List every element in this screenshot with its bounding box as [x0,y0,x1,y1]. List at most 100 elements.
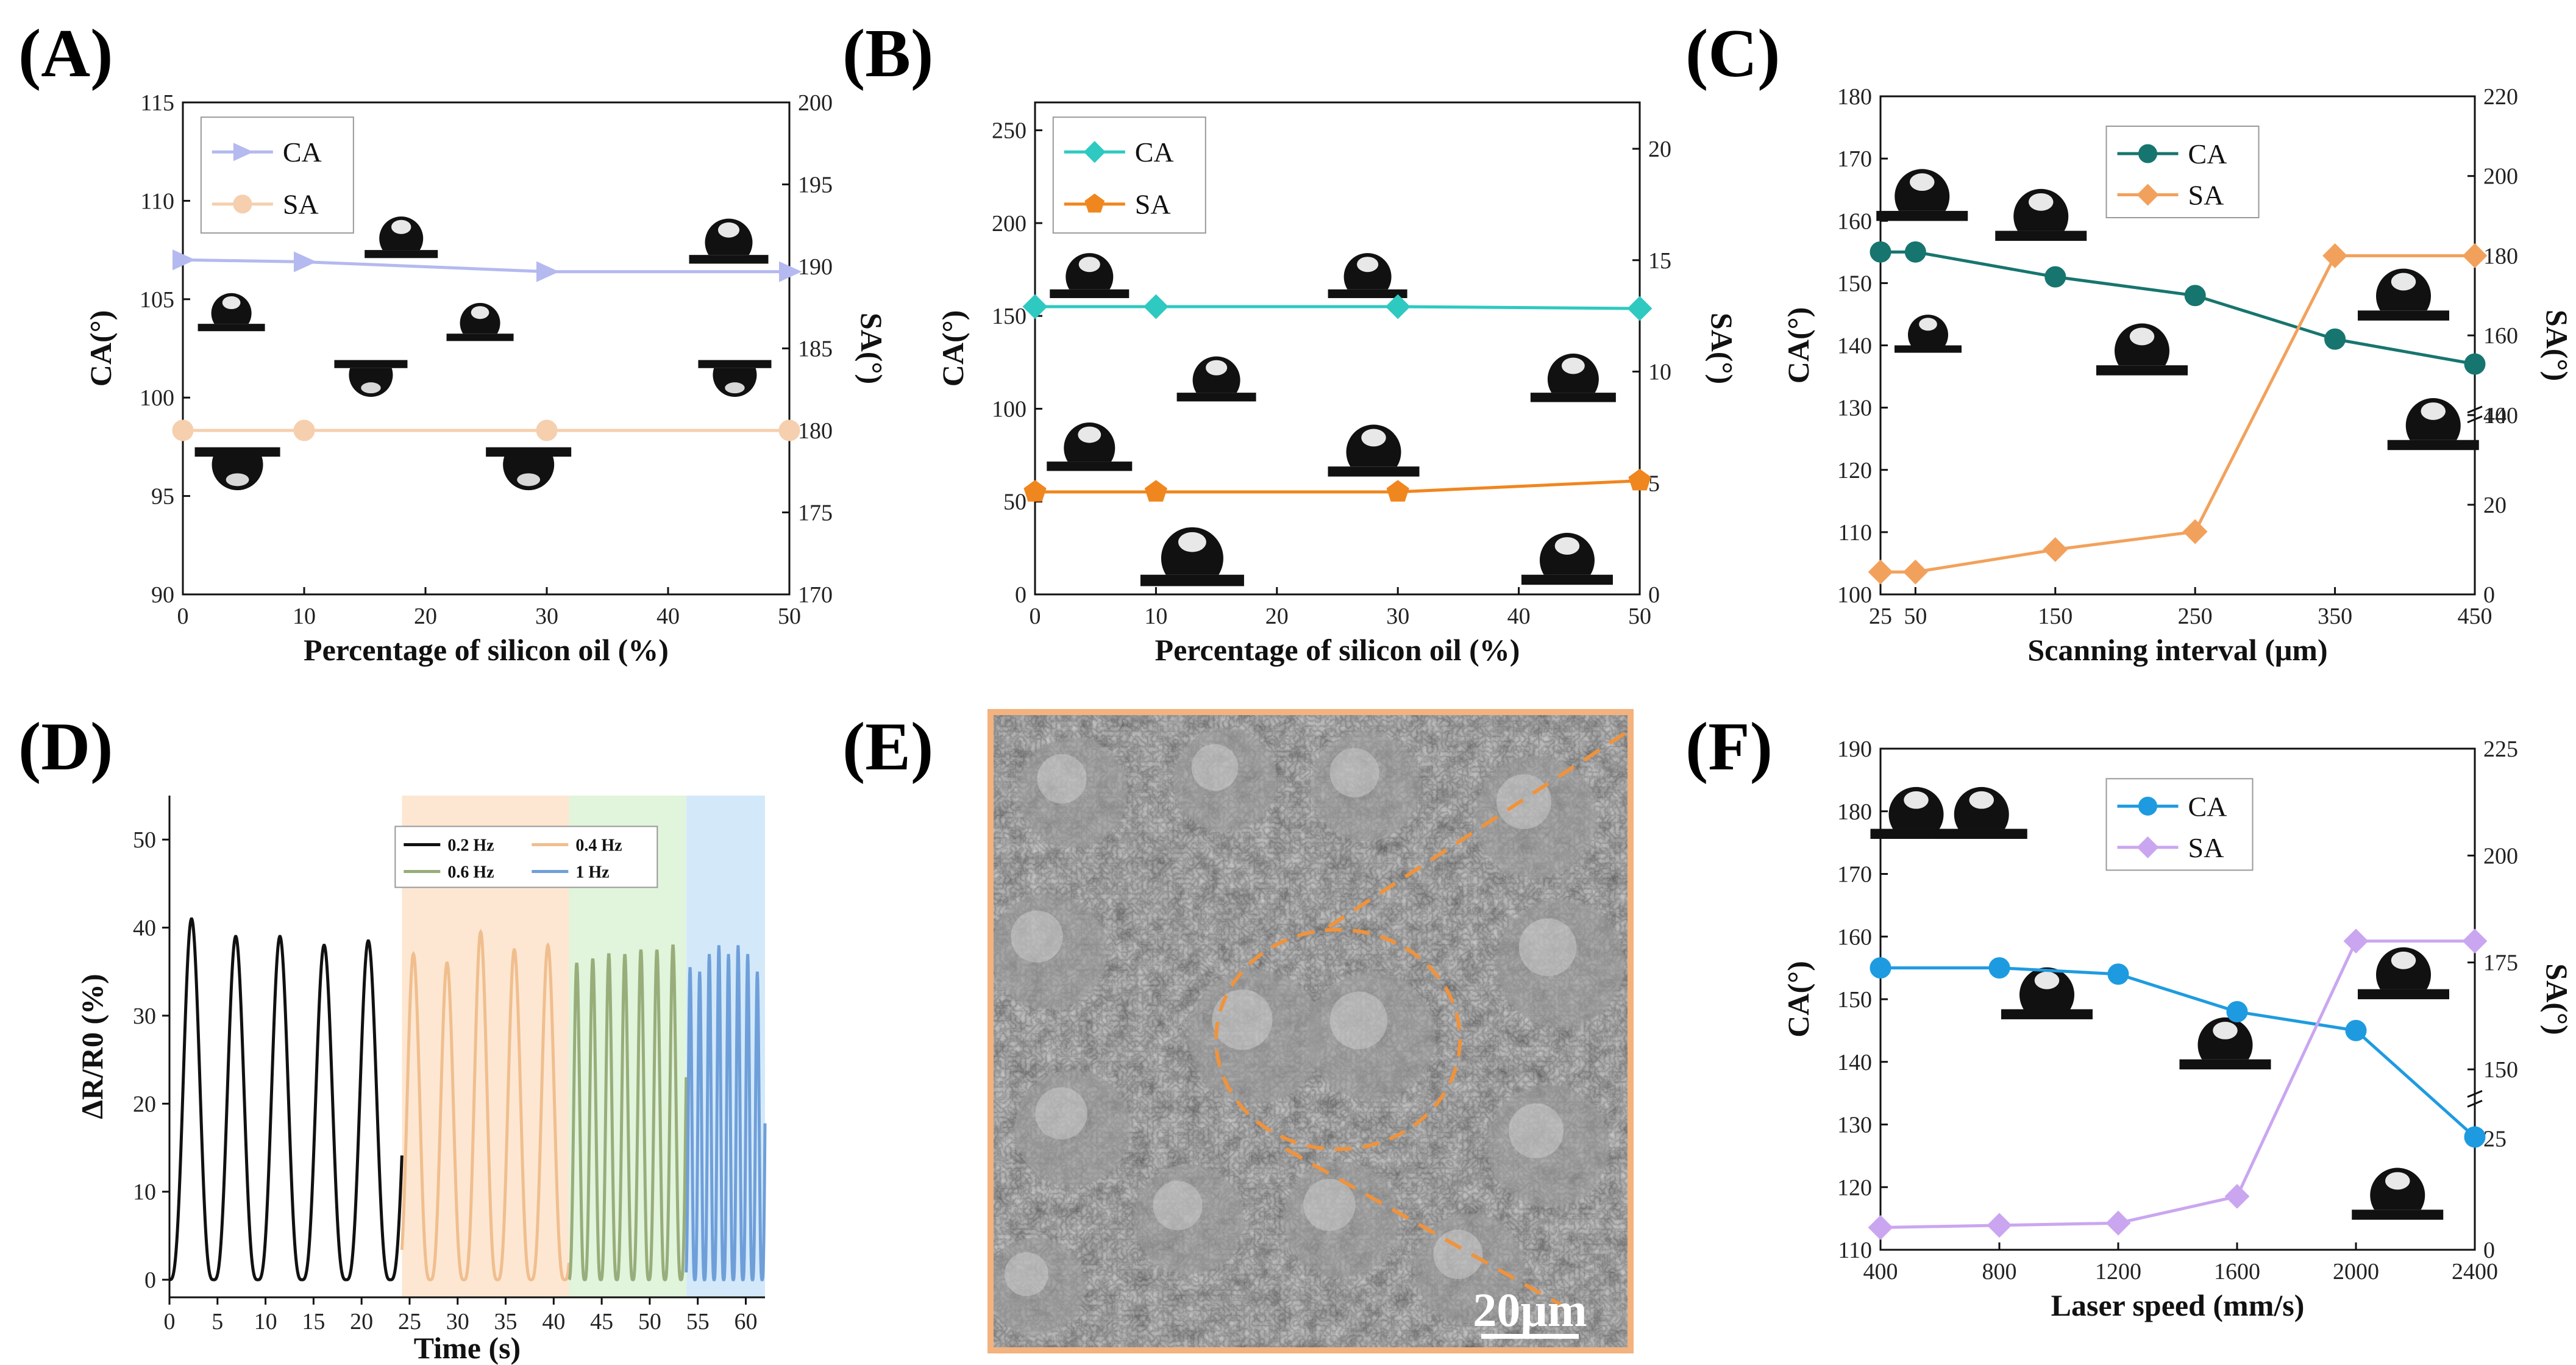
substrate-bar [1895,345,1962,353]
y2-tick-label: 200 [798,90,833,116]
y-tick-label: 180 [1837,84,1872,110]
droplet-icon [1140,527,1244,586]
x-tick-label: 15 [302,1309,325,1335]
data-point-sa [1868,559,1893,585]
legend-entry: SA [2188,180,2224,211]
legend-marker [2137,836,2159,858]
data-point-sa [1023,480,1047,502]
drop-highlight [2129,327,2155,346]
legend-marker [233,194,252,214]
y2-axis-label: SA(°) [855,313,889,384]
drop-highlight [717,222,740,238]
drop-highlight [1904,791,1929,809]
y-tick-label: 115 [140,90,174,116]
droplet-icon [486,447,572,491]
data-point-sa [2224,1184,2250,1209]
particle-cluster [1414,1213,1524,1323]
x-tick-label: 20 [350,1309,373,1335]
drop-highlight [391,219,411,234]
legend: CA SA [200,116,354,234]
data-point-ca [536,261,560,282]
particle-highlight [1005,1252,1048,1296]
drop-highlight [226,473,249,486]
x-tick-label: 10 [254,1309,277,1335]
x-tick-label: 40 [656,604,680,629]
substrate-bar [1995,230,2087,241]
drop-highlight [1969,791,1994,809]
droplet-icon [1328,253,1407,298]
substrate-bar [194,447,280,457]
legend-box [394,825,658,888]
y2-tick-label: 0 [2483,582,2495,608]
drop-highlight [2034,971,2060,989]
substrate-bar [1140,574,1244,586]
y-tick-label: 170 [1837,862,1872,888]
y-axis-label: CA(°) [84,310,118,387]
data-point-ca [1627,296,1653,321]
y2-tick-label: 180 [798,418,833,444]
signal-curve-0 [169,917,404,1281]
x-tick-label: 50 [778,604,801,629]
particle-highlight [1329,748,1379,797]
y-tick-label: 200 [992,211,1026,237]
x-tick-label: 30 [446,1309,469,1335]
x-tick-label: 450 [2458,604,2492,629]
droplet-icon [194,447,280,491]
substrate-bar [486,447,572,457]
y-tick-label: 150 [992,304,1026,329]
particle-highlight [1329,991,1388,1049]
data-point-ca [2324,328,2346,350]
y2-tick-label: 40 [2483,403,2507,429]
legend-marker [233,143,254,162]
panel-label: (C) [1685,16,1780,91]
substrate-bar [689,255,769,264]
x-axis-label: Percentage of silicon oil (%) [1155,633,1520,667]
data-point-sa [2182,519,2208,544]
drop-highlight [1910,173,1935,191]
substrate-bar [334,360,408,368]
substrate-bar [2352,1210,2444,1220]
series-line-ca [1035,305,1640,310]
particle-cluster [1173,729,1277,832]
droplet-icon [1328,424,1420,477]
data-point-ca [1870,241,1891,263]
legend-marker [2138,144,2157,163]
y2-tick-label: 15 [1648,248,1671,274]
legend-entry: SA [283,189,319,220]
y-tick-label: 10 [133,1180,156,1205]
x-tick-label: 20 [414,604,437,629]
x-tick-label: 20 [1265,604,1289,629]
x-axis-label: Time (s) [414,1331,521,1365]
legend-entry: 1 Hz [575,863,609,882]
x-tick-label: 350 [2318,604,2352,629]
y-tick-label: 0 [144,1267,156,1293]
data-point-ca [779,261,802,282]
particle-cluster [1487,1085,1609,1207]
legend: CA SA [1052,116,1206,234]
y2-axis-label: SA(°) [2540,963,2574,1035]
droplet-icon [2179,1017,2271,1070]
droplet-icon [1935,786,2027,839]
legend-marker [1083,141,1106,163]
legend-entry: 0.4 Hz [575,836,622,855]
y-tick-label: 50 [1003,490,1026,515]
y-axis-label: ΔR/R0 (%) [75,974,109,1119]
axis-break [2467,1090,2483,1098]
particle-highlight [1509,1103,1564,1158]
x-tick-label: 250 [2178,604,2213,629]
drop-highlight [2421,402,2446,420]
signal-curve-2 [568,944,688,1281]
panel-e: (E) 20μm [842,709,1634,1353]
particle-cluster [1018,738,1128,847]
particle-highlight [1212,989,1273,1050]
droplet-icon [2096,323,2188,376]
data-point-ca [2226,1001,2248,1023]
substrate-bar [1935,829,2027,839]
x-tick-label: 10 [1144,604,1167,629]
y-tick-label: 100 [140,385,174,411]
panel-label: (F) [1685,709,1773,785]
data-point-sa [1628,469,1651,491]
legend-entry: CA [2188,791,2227,822]
y2-tick-label: 180 [2483,243,2518,269]
substrate-bar [197,324,265,332]
